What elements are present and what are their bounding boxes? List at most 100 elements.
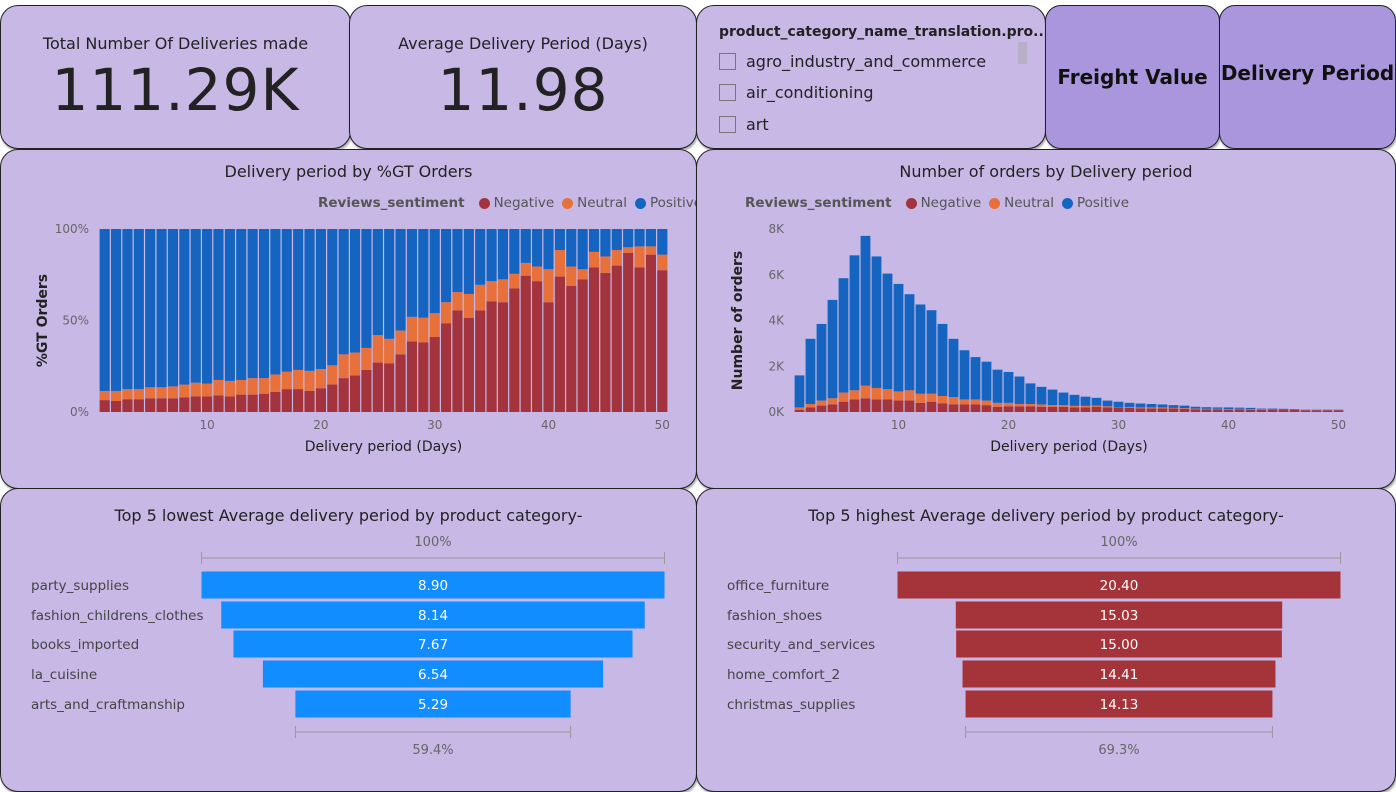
kpi-card-average-delivery: Average Delivery Period (Days) 11.98 — [349, 5, 697, 149]
bar-positive-day-36 — [1179, 405, 1190, 409]
checkbox[interactable] — [719, 53, 736, 70]
bar-positive-day-23 — [1036, 386, 1047, 405]
slicer-item[interactable]: agro_industry_and_commerce — [719, 52, 986, 71]
y-axis-label: %GT Orders — [35, 274, 51, 367]
bar-negative-day-44 — [588, 267, 600, 412]
funnel-value-label: 5.29 — [418, 697, 448, 713]
bar-positive-day-33 — [463, 229, 474, 294]
bar-negative-day-30 — [1113, 407, 1124, 412]
bar-negative-day-39 — [532, 281, 543, 412]
bar-neutral-day-28 — [1091, 405, 1102, 407]
bar-positive-day-50 — [657, 229, 668, 255]
y-tick-label: 0% — [70, 405, 89, 419]
bar-positive-day-35 — [1168, 405, 1179, 408]
bar-neutral-day-16 — [270, 374, 281, 392]
bar-negative-day-8 — [871, 399, 882, 412]
bar-negative-day-12 — [224, 396, 235, 412]
bar-neutral-day-18 — [293, 369, 304, 390]
bar-neutral-day-22 — [1025, 403, 1036, 407]
chart-title: Top 5 lowest Average delivery period by … — [114, 506, 583, 525]
freight-value-button[interactable]: Freight Value — [1045, 5, 1220, 149]
bar-neutral-day-8 — [179, 384, 190, 398]
bar-neutral-day-24 — [1047, 405, 1058, 407]
bar-neutral-day-39 — [532, 266, 543, 282]
slicer-item[interactable]: art — [719, 115, 769, 134]
bar-neutral-day-7 — [167, 386, 179, 399]
bar-negative-day-33 — [463, 317, 474, 412]
x-tick-label: 40 — [1221, 418, 1236, 432]
bar-neutral-day-37 — [1190, 408, 1201, 410]
chart-title: Number of orders by Delivery period — [899, 162, 1193, 181]
bar-negative-day-18 — [981, 405, 992, 412]
bar-neutral-day-50 — [657, 254, 668, 271]
bar-negative-day-14 — [937, 403, 948, 412]
x-tick-label: 40 — [541, 418, 556, 432]
bar-neutral-day-26 — [384, 338, 395, 364]
bar-neutral-day-39 — [1212, 408, 1223, 410]
bar-neutral-day-43 — [577, 269, 588, 280]
delivery-period-button[interactable]: Delivery Period — [1219, 5, 1396, 149]
bar-negative-day-25 — [372, 362, 383, 412]
checkbox[interactable] — [719, 84, 736, 101]
slicer-item-label: agro_industry_and_commerce — [746, 52, 987, 71]
bar-neutral-day-40 — [1223, 409, 1234, 410]
bar-neutral-day-47 — [623, 247, 634, 253]
bar-negative-day-26 — [1069, 407, 1080, 412]
bar-positive-day-25 — [1058, 392, 1069, 406]
bar-negative-day-8 — [179, 397, 190, 412]
slicer-scrollbar[interactable] — [1018, 42, 1027, 64]
bar-neutral-day-36 — [1179, 408, 1190, 409]
bar-neutral-day-4 — [827, 398, 838, 405]
bar-neutral-day-20 — [1003, 402, 1014, 407]
funnel-value-label: 8.14 — [418, 608, 448, 624]
kpi-card-total-deliveries: Total Number Of Deliveries made 111.29K — [0, 5, 351, 149]
bar-positive-day-22 — [1025, 383, 1036, 404]
bar-positive-day-17 — [281, 229, 292, 372]
bar-positive-day-15 — [948, 338, 959, 398]
chart-legend: Reviews_sentiment Negative Neutral Posit… — [318, 195, 702, 211]
checkbox[interactable] — [719, 116, 736, 133]
bar-negative-day-39 — [1212, 409, 1223, 412]
bar-negative-day-10 — [202, 396, 213, 412]
bar-neutral-day-7 — [860, 385, 871, 399]
bar-positive-day-38 — [1201, 407, 1212, 409]
category-label: party_supplies — [31, 578, 129, 594]
bar-negative-day-41 — [554, 276, 565, 412]
bar-positive-day-15 — [258, 229, 270, 379]
bar-positive-day-22 — [338, 229, 349, 355]
bar-neutral-day-14 — [937, 395, 948, 404]
funnel-bar-security_and_services — [956, 630, 1282, 658]
bar-neutral-day-29 — [418, 317, 429, 343]
bar-positive-day-2 — [110, 229, 122, 391]
bar-neutral-day-23 — [1036, 404, 1047, 407]
slicer-item-label: air_conditioning — [746, 83, 874, 102]
slicer-item[interactable]: air_conditioning — [719, 83, 874, 102]
bar-positive-day-10 — [893, 283, 904, 392]
bar-positive-day-4 — [133, 229, 144, 390]
bar-negative-day-17 — [281, 389, 292, 412]
bar-neutral-day-45 — [600, 256, 611, 273]
bar-negative-day-16 — [270, 391, 281, 412]
bar-positive-day-18 — [293, 229, 304, 370]
bar-positive-day-37 — [1190, 406, 1201, 409]
bar-neutral-day-15 — [258, 378, 270, 394]
bar-positive-day-20 — [315, 229, 326, 369]
funnel-bar-christmas_supplies — [965, 690, 1273, 718]
bar-negative-day-3 — [816, 405, 827, 412]
bar-neutral-day-31 — [1124, 406, 1135, 408]
bar-negative-day-46 — [611, 265, 622, 412]
bar-neutral-day-11 — [213, 379, 224, 396]
category-label: fashion_childrens_clothes — [31, 608, 204, 624]
chart-title: Top 5 highest Average delivery period by… — [808, 506, 1284, 525]
bar-negative-day-1 — [99, 400, 110, 412]
bar-negative-day-31 — [441, 323, 452, 412]
bar-neutral-day-24 — [361, 347, 372, 370]
bar-neutral-day-5 — [838, 392, 849, 402]
bar-positive-day-39 — [1212, 407, 1223, 409]
x-axis-label: Delivery period (Days) — [305, 439, 462, 455]
bar-negative-day-20 — [1003, 406, 1014, 412]
kpi-value: 111.29K — [51, 56, 300, 124]
bar-positive-day-7 — [167, 229, 179, 387]
funnel-value-label: 15.00 — [1100, 637, 1139, 653]
legend-dot-neutral — [562, 197, 574, 209]
